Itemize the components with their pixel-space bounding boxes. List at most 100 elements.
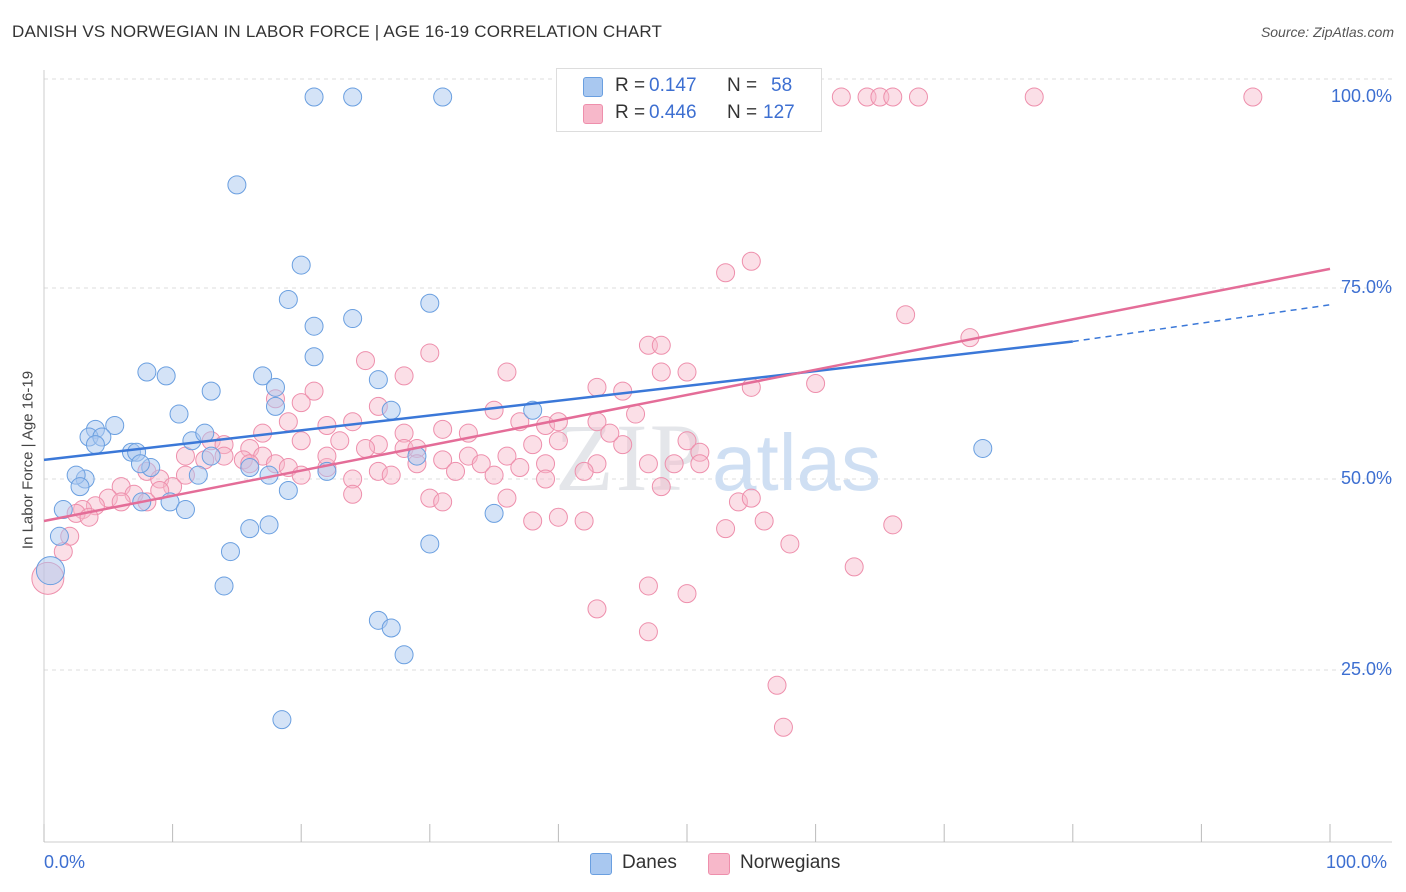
norwegians-point: [368, 435, 388, 455]
danes-point: [188, 465, 208, 485]
danes-point: [227, 175, 247, 195]
danes-point: [304, 87, 324, 107]
norwegians-point: [368, 461, 388, 481]
norwegians-point: [780, 534, 800, 554]
danes-point: [368, 370, 388, 390]
norwegians-point: [548, 507, 568, 527]
y-tick-label-75: 75.0%: [1340, 277, 1392, 297]
norwegians-point: [343, 484, 363, 504]
norwegians-swatch: [583, 104, 603, 124]
norwegians-point: [471, 454, 491, 474]
danes-point: [304, 316, 324, 336]
norwegians-legend-label: Norwegians: [740, 852, 841, 873]
danes-point: [253, 366, 273, 386]
norwegians-point: [716, 519, 736, 539]
danes-point: [137, 362, 157, 382]
norwegians-point: [343, 412, 363, 432]
stats-legend: R = 0.147 N = 58 R = 0.446 N = 127: [556, 68, 822, 132]
x-tick-label-min: 0.0%: [44, 852, 86, 872]
danes-point: [343, 309, 363, 329]
norwegians-point: [690, 454, 710, 474]
norwegians-point: [587, 377, 607, 397]
norwegians-point: [278, 412, 298, 432]
norwegians-point: [497, 362, 517, 382]
y-tick-label-100: 100.0%: [1330, 86, 1392, 106]
norwegians-point: [304, 381, 324, 401]
norwegians-point: [728, 492, 748, 512]
norwegians-point: [330, 431, 350, 451]
norwegians-point: [291, 431, 311, 451]
norwegians-point: [548, 431, 568, 451]
danes-point: [130, 454, 150, 474]
danes-point: [420, 293, 440, 313]
danes-point: [304, 347, 324, 367]
danes-point: [240, 519, 260, 539]
norwegians-r-value: 0.446: [649, 102, 697, 123]
danes-point: [973, 438, 993, 458]
norwegians-point: [510, 458, 530, 478]
norwegians-trendline: [43, 267, 1331, 523]
norwegians-point: [638, 622, 658, 642]
danes-point: [381, 400, 401, 420]
danes-point: [85, 435, 105, 455]
danes-point: [343, 87, 363, 107]
danes-point: [240, 458, 260, 478]
danes-n-value: 58: [771, 75, 793, 96]
norwegians-point: [638, 576, 658, 596]
danes-point: [35, 556, 65, 586]
norwegians-point: [433, 419, 453, 439]
danes-point: [272, 710, 292, 730]
norwegians-point: [394, 366, 414, 386]
norwegians-point: [497, 488, 517, 508]
norwegians-point: [831, 87, 851, 107]
danes-point: [278, 480, 298, 500]
norwegians-point: [1024, 87, 1044, 107]
norwegians-point: [896, 305, 916, 325]
norwegians-point: [626, 404, 646, 424]
danes-point: [214, 576, 234, 596]
norwegians-n-label: N =: [727, 102, 758, 123]
norwegians-point: [677, 431, 697, 451]
danes-point: [259, 515, 279, 535]
norwegians-point: [883, 515, 903, 535]
danes-point: [265, 396, 285, 416]
x-tick-label-max: 100.0%: [1326, 852, 1388, 872]
norwegians-point: [613, 381, 633, 401]
danes-point: [156, 366, 176, 386]
norwegians-point: [613, 435, 633, 455]
norwegians-point: [484, 465, 504, 485]
norwegians-point: [420, 343, 440, 363]
danes-point: [220, 542, 240, 562]
norwegians-point: [773, 717, 793, 737]
danes-point: [381, 618, 401, 638]
norwegians-point: [523, 511, 543, 531]
danes-point: [49, 526, 69, 546]
danes-point: [291, 255, 311, 275]
norwegians-point: [497, 446, 517, 466]
danes-point: [265, 377, 285, 397]
norwegians-point: [433, 450, 453, 470]
norwegians-point: [356, 438, 375, 458]
norwegians-point: [767, 675, 787, 695]
norwegians-point: [1243, 87, 1263, 107]
danes-point: [70, 477, 90, 497]
norwegians-point: [677, 584, 697, 604]
y-axis-label: In Labor Force | Age 16-19: [19, 370, 37, 550]
danes-r-label: R =: [615, 75, 646, 96]
danes-point: [53, 500, 73, 520]
norwegians-point: [587, 599, 607, 619]
norwegians-point: [420, 488, 440, 508]
norwegians-point: [651, 335, 671, 355]
danes-swatch: [583, 77, 603, 97]
norwegians-point: [844, 557, 864, 577]
norwegians-point: [433, 492, 453, 512]
norwegians-point: [690, 442, 710, 462]
y-tick-label-25: 25.0%: [1340, 659, 1392, 679]
norwegians-point: [291, 393, 311, 413]
norwegians-point: [536, 469, 556, 489]
danes-n-label: N =: [727, 75, 758, 96]
chart-source: Source: ZipAtlas.com: [1260, 24, 1394, 40]
norwegians-point: [806, 374, 826, 393]
danes-legend-swatch: [590, 853, 612, 875]
